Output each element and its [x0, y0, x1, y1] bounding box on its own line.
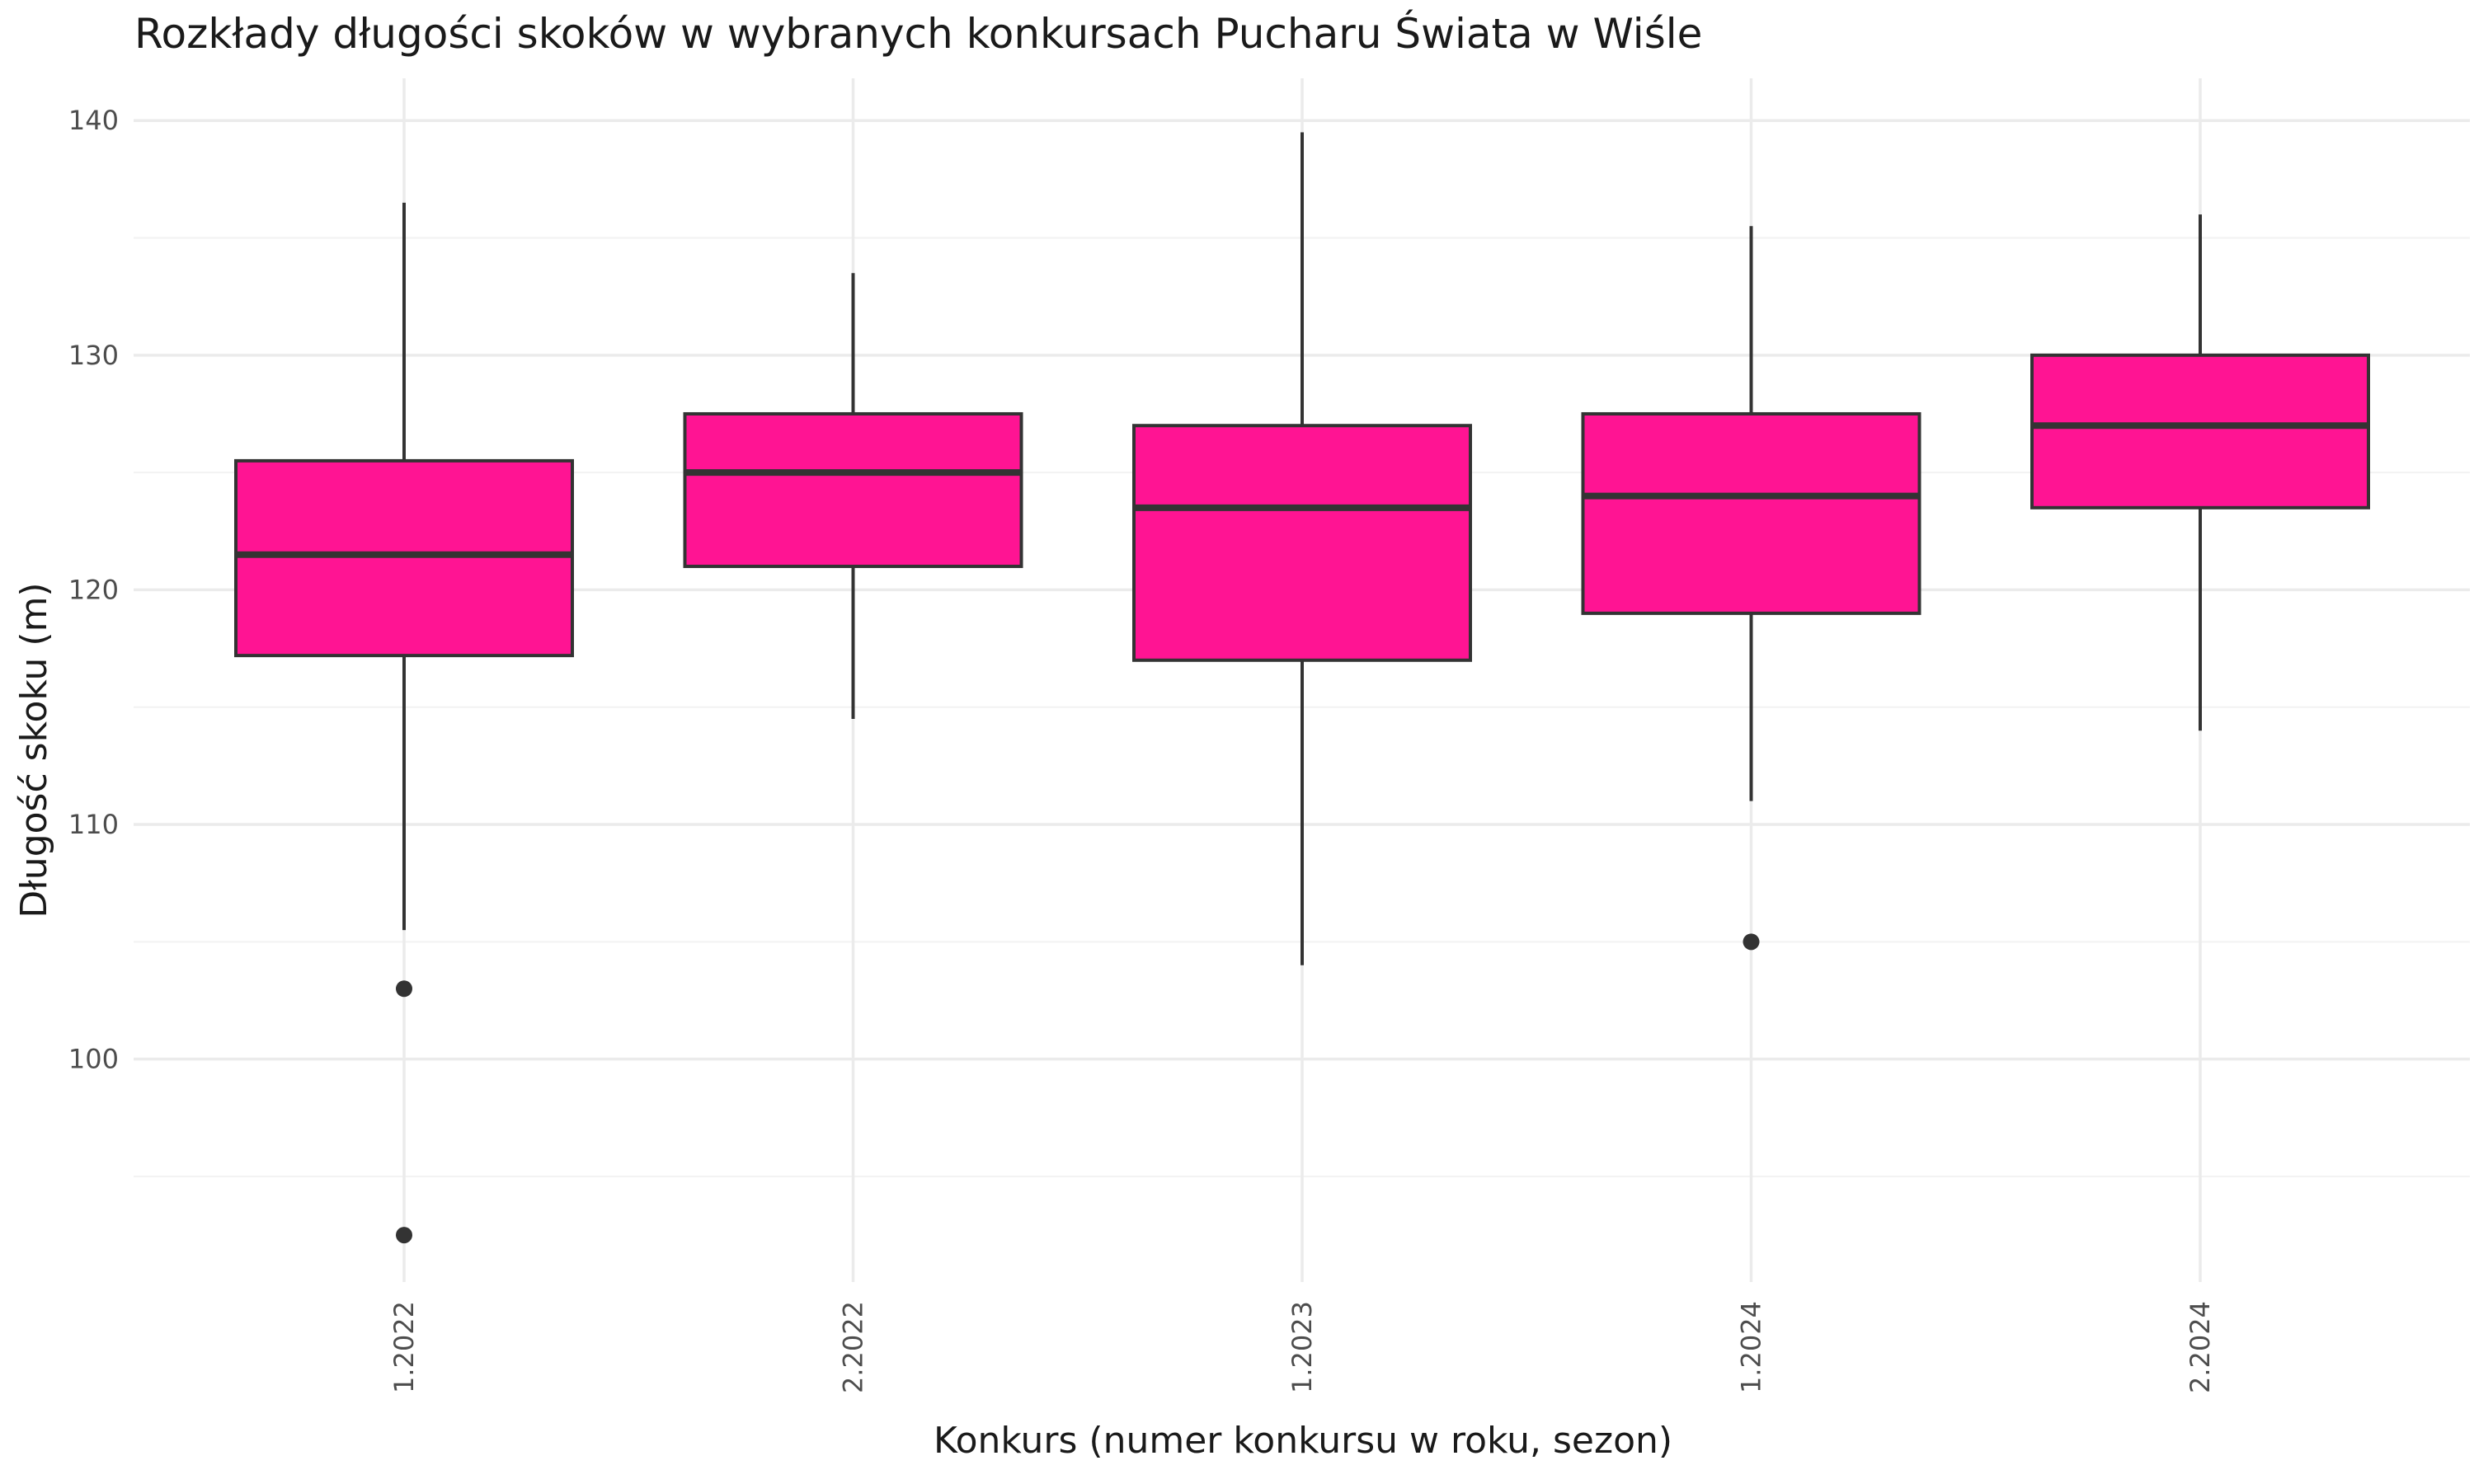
iqr-box [234, 458, 574, 658]
outlier-point [1743, 933, 1760, 951]
y-tick-label: 120 [68, 574, 119, 605]
chart-title: Rozkłady długości skoków w wybranych kon… [134, 9, 1702, 58]
y-tick-label: 110 [68, 809, 119, 840]
y-tick-label: 130 [68, 340, 119, 371]
iqr-box [683, 411, 1023, 568]
box-group [2030, 214, 2370, 731]
outlier-point [396, 980, 412, 998]
box-group [234, 202, 574, 1244]
box-group [1132, 132, 1472, 965]
box-group [683, 273, 1023, 719]
x-tick-label: 1.2023 [1286, 1301, 1318, 1393]
x-axis-title: Konkurs (numer konkursu w roku, sezon) [934, 1420, 1672, 1462]
x-tick-label: 2.2024 [2185, 1301, 2216, 1393]
x-tick-label: 1.2022 [388, 1301, 420, 1393]
iqr-box [1581, 411, 1921, 615]
y-tick-label: 100 [68, 1044, 119, 1075]
x-tick-label: 1.2024 [1736, 1301, 1767, 1393]
iqr-box [2030, 353, 2370, 510]
box-group [1581, 226, 1921, 951]
x-tick-label: 2.2022 [838, 1301, 869, 1393]
y-axis-title: Długość skoku (m) [13, 582, 55, 918]
marks-layer [234, 132, 2370, 1244]
iqr-box [1132, 424, 1472, 662]
axes-layer: 100 110 120 130 140 1.2022 2.2022 1.2023 1.2024 2… [68, 105, 2216, 1393]
y-tick-label: 140 [68, 105, 119, 136]
outlier-point [396, 1227, 412, 1244]
